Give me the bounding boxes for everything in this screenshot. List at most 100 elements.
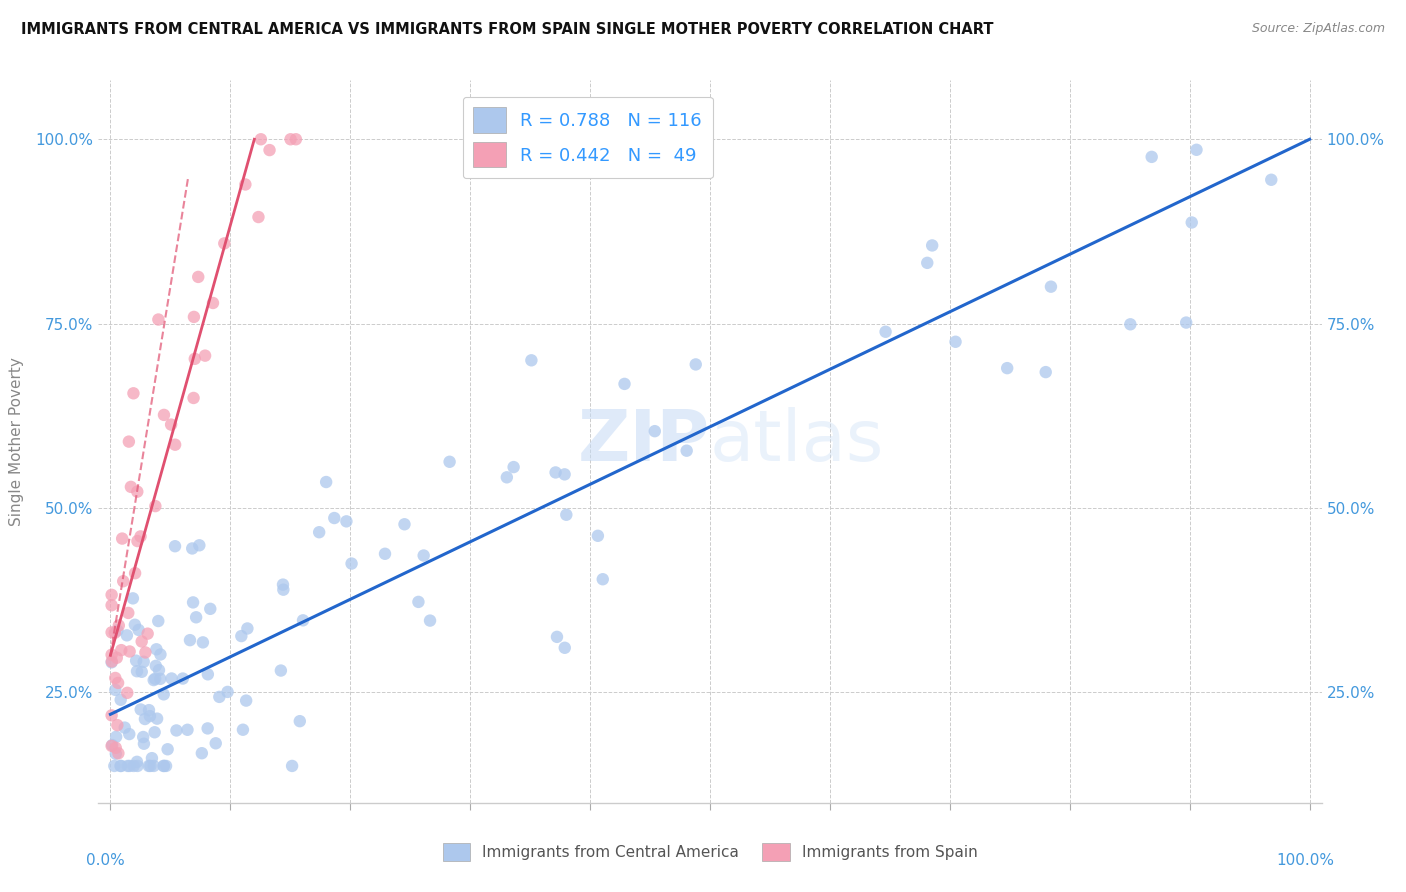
Point (520, 353, 543, 368)
Point (1260, 173, 1282, 187)
Point (1119, 318, 1142, 332)
Text: atlas: atlas (710, 407, 884, 476)
Text: 0.0%: 0.0% (86, 854, 125, 869)
Point (125, 664, 148, 678)
Point (335, 514, 357, 528)
Point (105, 650, 128, 665)
Point (875, 325, 897, 339)
Point (280, 132, 302, 146)
Point (156, 742, 179, 756)
Point (412, 549, 434, 563)
Point (143, 725, 166, 739)
Point (145, 658, 167, 673)
Point (117, 606, 139, 620)
Point (148, 663, 170, 677)
Point (172, 672, 194, 686)
Point (613, 376, 636, 391)
Point (118, 727, 141, 741)
Point (675, 443, 697, 458)
Point (273, 582, 295, 597)
Point (1181, 215, 1204, 229)
Point (586, 529, 609, 543)
Point (100, 588, 122, 602)
Point (100, 708, 122, 723)
Point (114, 721, 136, 735)
Point (183, 391, 205, 405)
Point (191, 746, 214, 760)
Point (127, 484, 149, 499)
Point (129, 529, 152, 543)
Point (231, 629, 253, 643)
Point (107, 746, 129, 760)
Point (323, 511, 346, 525)
Point (184, 610, 207, 624)
Point (544, 466, 567, 480)
Point (110, 759, 132, 773)
Point (292, 613, 315, 627)
Point (118, 644, 141, 658)
Point (131, 665, 153, 679)
Point (122, 759, 145, 773)
Point (120, 480, 142, 494)
Point (555, 508, 578, 522)
Point (1140, 150, 1163, 164)
Point (105, 624, 128, 638)
Point (439, 455, 461, 469)
Point (104, 625, 127, 640)
Point (153, 408, 176, 422)
Point (502, 460, 524, 475)
Point (1039, 279, 1062, 293)
Point (1175, 316, 1198, 330)
Point (284, 132, 307, 146)
Point (124, 617, 146, 632)
Point (214, 236, 236, 251)
Point (122, 386, 145, 401)
Point (152, 687, 174, 701)
Point (197, 722, 219, 736)
Point (592, 572, 614, 586)
Point (110, 692, 132, 706)
Point (131, 634, 153, 648)
Point (142, 673, 165, 687)
Text: ZIP: ZIP (578, 407, 710, 476)
Point (217, 685, 239, 699)
Point (374, 547, 396, 561)
Point (995, 361, 1018, 376)
Text: IMMIGRANTS FROM CENTRAL AMERICA VS IMMIGRANTS FROM SPAIN SINGLE MOTHER POVERTY C: IMMIGRANTS FROM CENTRAL AMERICA VS IMMIG… (21, 22, 994, 37)
Point (554, 467, 576, 482)
Point (100, 625, 122, 640)
Point (232, 723, 254, 737)
Point (134, 645, 156, 659)
Point (101, 655, 124, 669)
Point (146, 712, 169, 726)
Point (201, 296, 224, 310)
Point (165, 723, 187, 738)
Point (138, 703, 160, 717)
Point (554, 640, 576, 655)
Point (112, 574, 135, 589)
Point (104, 682, 127, 697)
Point (139, 709, 162, 723)
Point (685, 358, 707, 372)
Point (235, 693, 257, 707)
Point (152, 759, 174, 773)
Point (153, 759, 176, 773)
Point (100, 656, 122, 670)
Point (149, 672, 172, 686)
Text: Source: ZipAtlas.com: Source: ZipAtlas.com (1251, 22, 1385, 36)
Point (160, 672, 183, 686)
Point (288, 714, 311, 728)
Point (181, 595, 204, 609)
Point (145, 642, 167, 657)
Point (247, 210, 270, 224)
Point (100, 648, 122, 662)
Point (917, 256, 939, 270)
Point (236, 622, 259, 636)
Point (138, 759, 160, 773)
Point (124, 566, 146, 581)
Point (308, 525, 330, 540)
Legend: Immigrants from Central America, Immigrants from Spain: Immigrants from Central America, Immigra… (436, 837, 984, 867)
Point (181, 541, 204, 556)
Point (105, 730, 128, 744)
Point (200, 602, 222, 616)
